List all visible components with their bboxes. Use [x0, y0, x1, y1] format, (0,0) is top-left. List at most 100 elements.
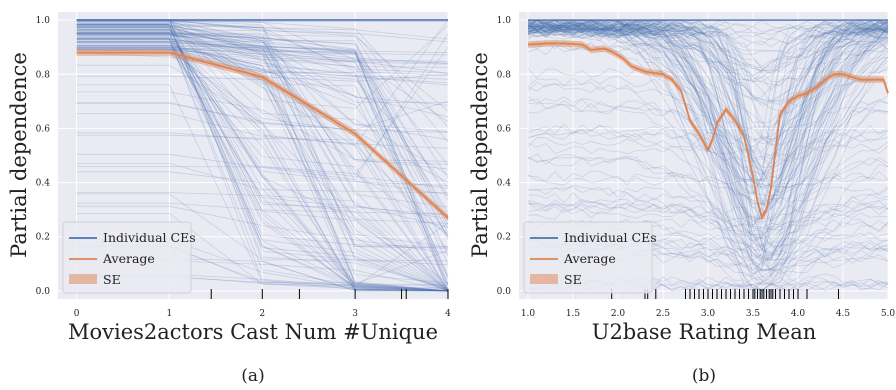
individual-ce-line: [527, 202, 889, 270]
individual-ce-line: [527, 23, 889, 182]
individual-ce-line: [527, 19, 889, 69]
individual-ce-line: [527, 40, 889, 243]
individual-ce-line: [527, 22, 889, 83]
individual-ce-line: [527, 19, 889, 188]
individual-ce-line: [527, 25, 889, 145]
average-line-group-a: [76, 49, 449, 222]
individual-ce-line: [527, 22, 889, 222]
individual-ce-line: [527, 186, 889, 253]
individual-ce-line: [527, 96, 889, 204]
individual-ce-line: [76, 37, 449, 290]
x-tick-label: 1.0: [521, 309, 536, 319]
individual-ce-line: [527, 81, 889, 160]
x-tick-label: 2: [259, 309, 265, 319]
x-tick-label: 3.0: [701, 309, 716, 319]
individual-ce-line: [76, 46, 449, 216]
y-tick-label: 0.4: [36, 179, 51, 189]
individual-ce-line: [76, 50, 449, 183]
individual-ce-line: [527, 20, 889, 105]
individual-ce-line: [76, 28, 449, 74]
individual-ce-line: [527, 20, 889, 277]
individual-ce-line: [527, 25, 889, 187]
x-tick-label: 3: [352, 309, 358, 319]
individual-ce-line: [527, 21, 889, 101]
y-tick-label: 0.8: [497, 70, 512, 80]
individual-ce-line: [76, 38, 449, 286]
y-tick-label: 0.6: [36, 124, 51, 134]
y-tick-label: 0.0: [36, 287, 51, 297]
individual-ce-line: [76, 47, 449, 292]
individual-ce-line: [527, 24, 889, 83]
average-line-group-b: [527, 39, 889, 222]
individual-ce-line: [527, 192, 889, 248]
individual-ce-line: [76, 41, 449, 292]
individual-ce-line: [527, 170, 889, 190]
individual-ce-line: [76, 30, 449, 292]
individual-ce-line: [76, 38, 449, 237]
individual-ce-line: [76, 41, 449, 292]
individual-ce-line: [527, 19, 889, 205]
individual-ce-line: [76, 26, 449, 292]
individual-ce-line: [76, 113, 449, 149]
individual-ce-line: [527, 199, 889, 231]
individual-ce-line: [76, 32, 449, 248]
x-axis-label-b: U2base Rating Mean: [592, 320, 817, 344]
individual-ce-line: [527, 202, 889, 220]
individual-ce-line: [76, 31, 449, 208]
individual-ce-line: [527, 198, 889, 230]
individual-ce-line: [527, 26, 889, 193]
tick-labels-b: 0.0 0.2 0.4 0.6 0.8 1.0 1.0 1.5 2.0 2.5 3.0 3.5 4.0 4…: [497, 16, 896, 319]
individual-ce-line: [527, 22, 889, 160]
individual-ce-line: [527, 23, 889, 279]
individual-ce-line: [527, 30, 889, 187]
individual-ce-line: [527, 23, 889, 277]
x-tick-label: 3.5: [746, 309, 761, 319]
individual-ce-line: [527, 22, 889, 291]
individual-ce-line: [527, 19, 889, 175]
individual-ce-line: [527, 20, 889, 82]
individual-ce-line: [76, 33, 449, 112]
individual-ce-line: [76, 48, 449, 68]
x-tick-label: 4.0: [791, 309, 806, 319]
individual-ce-line: [76, 36, 449, 118]
individual-ce-line: [527, 153, 889, 238]
individual-ce-line: [76, 29, 449, 292]
individual-ce-line: [527, 19, 889, 45]
individual-ce-line: [527, 23, 889, 223]
tick-labels-a: 0.0 0.2 0.4 0.6 0.8 1.0 0 1 2 3 4: [36, 16, 451, 319]
individual-ce-line: [76, 103, 448, 292]
individual-ce-line: [527, 22, 889, 227]
individual-ce-line: [527, 19, 889, 270]
individual-ce-line: [76, 171, 449, 292]
individual-ce-line: [76, 32, 449, 64]
individual-ce-line: [76, 39, 449, 290]
individual-ce-line: [76, 30, 449, 74]
individual-ce-line: [528, 19, 889, 35]
individual-ce-line: [76, 33, 449, 235]
individual-ce-line: [527, 22, 889, 195]
individual-ce-line: [76, 38, 449, 292]
individual-ce-line: [76, 202, 449, 215]
individual-ce-line: [527, 24, 889, 176]
individual-ce-line: [76, 28, 449, 292]
individual-ce-line: [76, 48, 449, 56]
individual-ce-line: [76, 47, 449, 264]
individual-ce-line: [76, 38, 449, 213]
individual-ce-line: [527, 20, 889, 104]
legend-a: Individual CEs Average SE: [62, 221, 196, 294]
individual-ce-line: [527, 25, 889, 71]
individual-ce-line: [76, 25, 449, 292]
individual-ce-line: [76, 35, 449, 197]
individual-ce-line: [527, 128, 889, 261]
individual-ce-line: [527, 24, 889, 215]
individual-ce-line: [527, 26, 889, 227]
individual-ce-line: [527, 20, 889, 156]
individual-ce-line: [527, 28, 889, 257]
individual-ce-line: [527, 22, 889, 183]
legend-label-se-a: SE: [103, 272, 121, 287]
individual-ce-line: [527, 24, 889, 188]
individual-ce-line: [527, 19, 889, 242]
individual-ce-line: [76, 134, 449, 292]
individual-ce-line: [76, 42, 449, 284]
individual-ce-line: [76, 47, 449, 80]
